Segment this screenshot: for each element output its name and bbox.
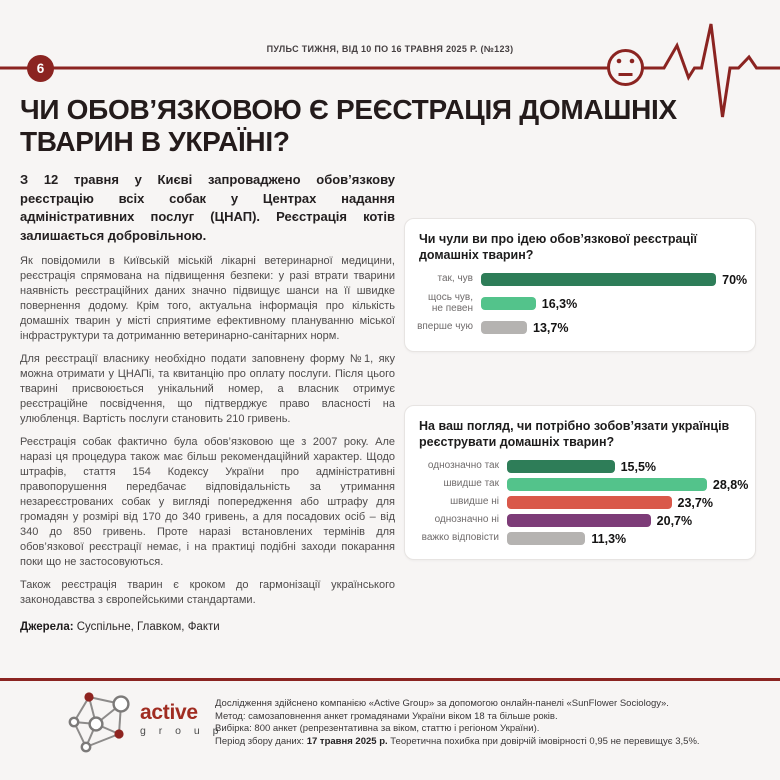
bar [481,296,536,311]
chart-title: Чи чули ви про ідею обов’язкової реєстра… [419,232,698,262]
bar-category-label: швидше ні [450,496,499,508]
methodology-line: Дослідження здійснено компанією «Active … [215,698,669,709]
sources-label: Джерела: [20,621,74,633]
bar-category-label: щось чув, не певен [428,292,473,314]
bar [507,477,707,492]
chart-row: щось чув, не певен 16,3% [417,292,743,314]
bar-track: 11,3% [507,531,743,546]
article: З 12 травня у Києві запроваджено обов’яз… [20,171,395,633]
bar [481,320,528,335]
logo-subtitle: g r o u p [140,724,224,737]
chart-title: На ваш погляд, чи потрібно зобов’язати у… [419,419,730,449]
chart-rows: так, чув 70% щось чув, не певен 16,3% вперше… [417,272,748,335]
footer-divider [0,678,780,681]
bar-value-label: 15,5% [620,459,657,474]
network-icon [68,692,130,753]
methodology-line: Метод: самозаповнення анкет громадянами … [215,710,558,722]
neutral-face-icon [607,49,644,86]
bar-track: 15,5% [507,459,743,474]
logo-text: active g r o u p [140,702,224,737]
chart-row: однозначно так 15,5% [417,459,743,474]
bar [481,272,717,287]
bar [507,531,586,546]
bar-value-label: 70% [722,272,748,287]
bar-value-label: 16,3% [541,296,578,311]
bar-category-label: важко відповісти [421,532,499,544]
article-lead: З 12 травня у Києві запроваджено обов’яз… [20,172,395,243]
bar-category-label: однозначно так [427,460,499,472]
article-paragraph: Як повідомили в Київській міській лікарн… [20,255,395,342]
bar-value-label: 23,7% [677,495,713,510]
bar-value-label: 20,7% [656,513,693,528]
page-number: 6 [36,61,45,76]
bar-category-label: вперше чую [417,321,473,333]
active-group-logo: active g r o u p [64,689,224,761]
article-paragraph: Також реєстрація тварин є кроком до гарм… [20,579,395,606]
article-paragraph: Реєстрація собак фактично була обов’язко… [20,436,395,568]
chart-row: швидше так 28,8% [417,477,748,492]
bar-category-label: так, чув [437,273,473,285]
article-paragraph: Для реєстрації власнику необхідно подати… [20,353,395,425]
bar-track: 13,7% [481,320,743,335]
chart-rows: однозначно так 15,5% швидше так 28,8% швидше… [417,459,749,546]
bar-track: 28,8% [507,477,748,492]
bar-category-label: швидше так [443,478,499,490]
bar [507,495,672,510]
page-title: ЧИ ОБОВ’ЯЗКОВОЮ Є РЕЄСТРАЦІЯ ДОМАШНІХ ТВ… [20,94,677,158]
sources-line: Джерела: Суспільне, Главком, Факти [20,621,395,633]
sources-list: Суспільне, Главком, Факти [73,621,220,633]
bar-value-label: 28,8% [712,477,749,492]
bar-track: 70% [481,272,747,287]
bar [507,513,651,528]
bar-value-label: 11,3% [591,531,627,546]
methodology-line: Вибірка: 800 анкет (репрезентативна за в… [215,723,540,735]
bar-track: 20,7% [507,513,743,528]
charts-column: Чи чули ви про ідею обов’язкової реєстра… [404,218,756,560]
bar-track: 16,3% [481,296,743,311]
logo-wordmark: active [140,700,198,724]
methodology-line: Період збору даних: 17 травня 2025 р. Те… [215,735,700,747]
methodology-lines: Дослідження здійснено компанією «Active … [215,698,765,748]
chart-row: швидше ні 23,7% [417,495,743,510]
bar-track: 23,7% [507,495,743,510]
chart-row: важко відповісти 11,3% [417,531,743,546]
chart-row: однозначно ні 20,7% [417,513,743,528]
bar-category-label: однозначно ні [434,514,499,526]
chart-row: вперше чую 13,7% [417,320,743,335]
bar [507,459,615,474]
chart-card-awareness: Чи чули ви про ідею обов’язкової реєстра… [404,218,756,352]
chart-row: так, чув 70% [417,272,748,287]
page-number-badge: 6 [27,55,54,82]
masthead-text: ПУЛЬС ТИЖНЯ, ВІД 10 ПО 16 ТРАВНЯ 2025 Р.… [266,44,514,54]
chart-card-opinion: На ваш погляд, чи потрібно зобов’язати у… [404,405,756,560]
bar-value-label: 13,7% [533,320,569,335]
